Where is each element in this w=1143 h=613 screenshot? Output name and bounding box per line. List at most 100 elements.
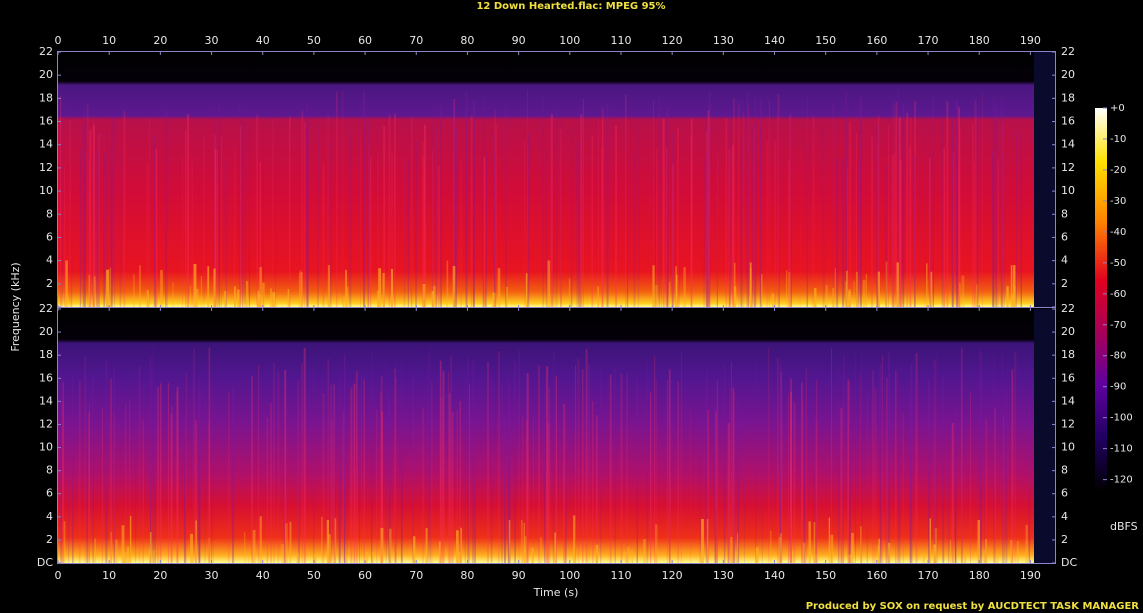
streak (78, 380, 81, 563)
streak (674, 155, 676, 307)
streak (671, 131, 674, 307)
streak (283, 410, 285, 563)
streak (359, 136, 361, 307)
streak (213, 268, 216, 307)
y-tick-label: 18 (39, 91, 53, 104)
streak (259, 267, 262, 307)
streak (423, 124, 426, 307)
x-tick-label: 50 (307, 34, 321, 47)
streak (61, 119, 63, 307)
streak (779, 533, 782, 563)
streak (395, 362, 397, 563)
streak (895, 102, 898, 307)
streak (598, 119, 599, 307)
streak (958, 164, 961, 307)
streak (407, 160, 409, 307)
streak (123, 111, 126, 307)
streak (675, 266, 677, 307)
streak (779, 421, 781, 563)
streak (135, 394, 137, 563)
streak (526, 373, 529, 563)
streak (943, 148, 946, 307)
colorbar (1095, 108, 1107, 492)
streak (133, 274, 135, 307)
y-tick-label: 16 (39, 115, 53, 128)
plot-frame (57, 307, 1056, 564)
streak (497, 351, 500, 563)
streak (761, 274, 763, 307)
streak (1011, 294, 1014, 307)
y-tick-label: 16 (39, 371, 53, 384)
streak (110, 531, 112, 563)
streak (432, 285, 436, 307)
colorbar-tick-label: -90 (1110, 382, 1126, 393)
streak (148, 118, 151, 307)
streak (152, 550, 155, 563)
streak (778, 537, 781, 563)
streak (993, 356, 995, 563)
streak (922, 553, 925, 563)
streak (159, 383, 162, 563)
streak (327, 358, 330, 563)
streak (755, 547, 759, 563)
streak (845, 281, 847, 307)
streak (257, 290, 260, 307)
streak (330, 384, 332, 563)
streak (342, 410, 345, 563)
streak (1001, 123, 1004, 307)
streak (706, 364, 708, 563)
streak (251, 376, 253, 563)
streak (410, 125, 412, 307)
streak (577, 358, 580, 563)
streak (740, 153, 741, 307)
x-tick-label: 190 (1020, 34, 1041, 47)
x-tick-label: 80 (460, 569, 474, 582)
streak (683, 267, 686, 307)
streak (368, 144, 370, 307)
streak (910, 117, 912, 307)
streak (707, 409, 709, 563)
streak (191, 157, 193, 307)
streak (520, 520, 523, 563)
streak (582, 98, 584, 308)
streak (139, 265, 141, 307)
x-tick-label: 70 (409, 34, 423, 47)
streak (190, 286, 192, 307)
streak (677, 128, 679, 307)
streak (531, 547, 534, 563)
streak (82, 122, 85, 307)
streak (768, 99, 770, 307)
streak (580, 114, 583, 307)
streak (146, 162, 149, 307)
streak (601, 146, 603, 307)
streak (1003, 416, 1004, 563)
streak (661, 111, 662, 307)
streak (446, 260, 449, 307)
streak (65, 260, 68, 307)
streak (753, 123, 756, 307)
streak (377, 290, 380, 307)
x-tick-label: 50 (307, 569, 321, 582)
y-tick-label: 22 (1061, 45, 1075, 58)
streak (838, 401, 841, 563)
streak (857, 162, 859, 307)
streak (806, 93, 808, 307)
streak (837, 367, 839, 563)
streak (793, 399, 795, 563)
streak (525, 273, 528, 307)
streak (936, 351, 938, 563)
streak (153, 134, 156, 307)
streak (867, 393, 868, 563)
streak (959, 283, 961, 307)
streak (545, 148, 548, 307)
streak (153, 420, 155, 563)
x-tick-label: 150 (815, 569, 836, 582)
streak (483, 156, 486, 307)
streak (234, 286, 236, 307)
streak (456, 530, 459, 563)
streak (106, 269, 110, 307)
streak (208, 538, 210, 563)
streak (328, 410, 331, 563)
streak (435, 125, 438, 307)
streak (715, 411, 717, 563)
